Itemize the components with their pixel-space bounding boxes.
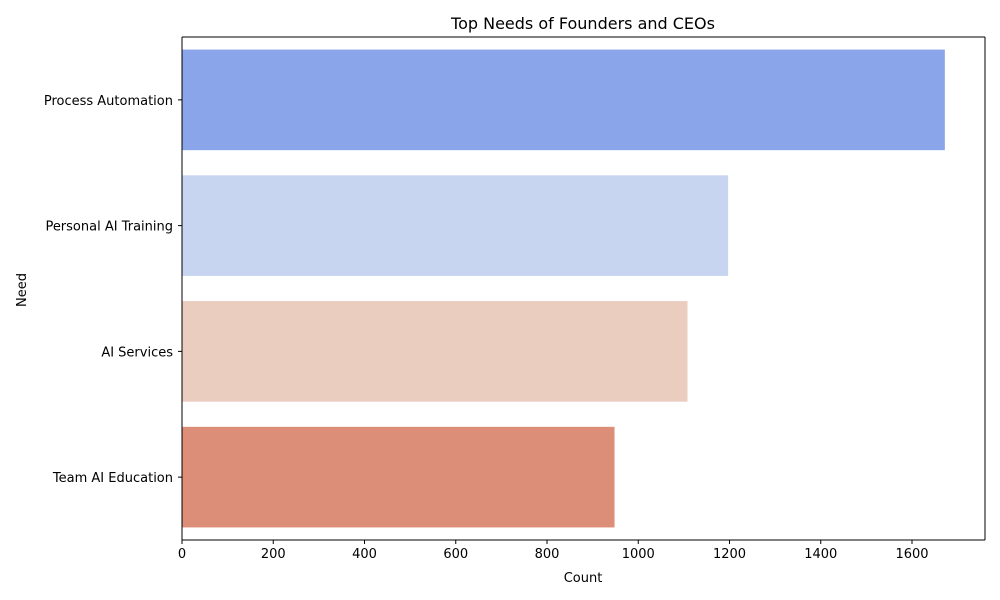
bar-team-ai-education [182, 426, 615, 528]
x-tick-label: 1600 [895, 547, 928, 562]
y-tick-label: Personal AI Training [45, 220, 173, 235]
x-tick-label: 400 [352, 547, 377, 562]
chart-title: Top Needs of Founders and CEOs [450, 14, 715, 33]
bars-group [182, 49, 945, 528]
x-tick-label: 1400 [804, 547, 837, 562]
x-tick-label: 1200 [713, 547, 746, 562]
x-ticks-group: 0 200 400 600 800 1000 1200 1400 1600 [178, 540, 929, 562]
x-tick-label: 1000 [622, 547, 655, 562]
y-tick-label: Process Automation [44, 94, 173, 109]
bar-ai-services [182, 301, 688, 402]
y-axis-label: Need [15, 273, 30, 307]
bar-personal-ai-training [182, 175, 729, 276]
x-tick-label: 600 [443, 547, 468, 562]
bar-process-automation [182, 49, 945, 151]
x-tick-label: 200 [261, 547, 286, 562]
y-ticks-group: Process Automation Personal AI Training AI… [44, 94, 182, 486]
y-tick-label: AI Services [101, 345, 173, 360]
y-tick-label: Team AI Education [52, 471, 173, 486]
x-tick-label: 0 [178, 547, 186, 562]
x-tick-label: 800 [535, 547, 560, 562]
x-axis-label: Count [564, 571, 603, 586]
